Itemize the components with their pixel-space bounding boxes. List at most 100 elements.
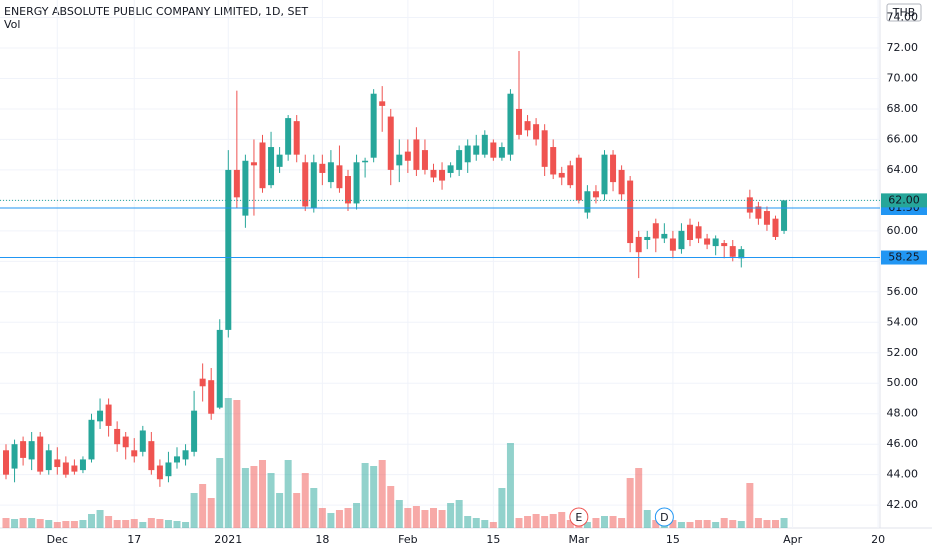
volume-bar (199, 484, 207, 528)
volume-bar (96, 510, 104, 528)
volume-bar (147, 518, 155, 528)
volume-bar (601, 516, 608, 528)
y-tick-label: 46.00 (887, 437, 919, 450)
candle-body (259, 142, 266, 189)
candle-body (327, 162, 334, 183)
candle-body (772, 218, 779, 237)
volume-bar (438, 510, 446, 528)
candle-body (704, 238, 711, 245)
candle-body (54, 459, 61, 468)
volume-bar (387, 486, 395, 528)
candle-body (114, 428, 121, 445)
volume-bar (156, 519, 164, 528)
volume-bar (36, 519, 44, 528)
candle-body (618, 169, 625, 195)
candle-body (550, 147, 557, 175)
candle-body (191, 410, 198, 452)
y-tick-label: 44.00 (887, 468, 919, 481)
volume-bar (549, 514, 557, 528)
candle-body (148, 441, 155, 471)
volume-bar (353, 503, 361, 528)
volume-bar (464, 516, 472, 528)
volume-bar (404, 508, 412, 528)
volume-bar (173, 521, 181, 528)
candle-body (755, 206, 762, 219)
y-tick-label: 74.00 (887, 11, 919, 24)
currency-box[interactable] (886, 3, 922, 22)
volume-bar (207, 498, 215, 528)
candle-body (225, 169, 232, 330)
last-price-box (881, 193, 927, 208)
candle-body (293, 121, 300, 155)
x-tick-label: Mar (568, 533, 589, 546)
y-tick-label: 72.00 (887, 41, 919, 54)
candle-body (250, 162, 257, 166)
volume-bar (88, 514, 95, 528)
candle-body (687, 224, 693, 240)
candle-body (695, 226, 702, 239)
y-tick-label: 64.00 (887, 163, 919, 176)
volume-bar (532, 514, 540, 528)
x-tick-label: 15 (486, 533, 500, 546)
volume-bar (370, 466, 378, 528)
volume-bar (344, 508, 352, 528)
candle-body (601, 154, 608, 195)
volume-bar (669, 520, 677, 528)
y-tick-label: 48.00 (887, 407, 919, 420)
candle-body (430, 169, 437, 178)
candle-body (71, 465, 78, 472)
volume-bar (250, 466, 258, 528)
candle-body (182, 450, 189, 460)
volume-bar (301, 473, 309, 528)
volume-bar (122, 520, 130, 528)
volume-bar (276, 493, 284, 528)
volume-bar (53, 522, 61, 528)
volume-bar (754, 518, 762, 528)
volume-bar (2, 518, 10, 528)
candle-body (558, 172, 565, 178)
currency[interactable]: THB (892, 6, 916, 19)
candle-body (20, 441, 27, 458)
candle-body (490, 142, 497, 158)
volume-bar (190, 493, 198, 528)
candle-body (79, 459, 86, 471)
volume-bar (447, 503, 455, 528)
y-tick-label: 50.00 (887, 376, 919, 389)
candle-body (516, 108, 522, 135)
candle-body (763, 211, 770, 225)
candle-body (310, 162, 317, 208)
volume-bar (652, 520, 660, 528)
volume-bar (79, 520, 87, 528)
candle-body (592, 191, 599, 198)
volume-bar (412, 506, 420, 528)
volume-bar (327, 513, 335, 528)
event-label: E (575, 511, 582, 524)
candle-body (439, 169, 446, 181)
candle-body (139, 430, 146, 452)
y-tick-label: 42.00 (887, 498, 919, 511)
candle-body (507, 93, 514, 155)
candle-body (370, 93, 377, 158)
volume-bar (11, 519, 19, 528)
volume-label: Vol (4, 18, 20, 31)
volume-bar (729, 520, 737, 528)
volume-bar (216, 458, 224, 528)
candle-body (396, 154, 403, 166)
volume-bar (45, 520, 53, 528)
volume-bar (284, 460, 292, 528)
y-tick-label: 66.00 (887, 132, 919, 145)
volume-bar (233, 400, 241, 528)
x-tick-label: 20 (871, 533, 885, 546)
candle-body (353, 162, 360, 204)
volume-bar (62, 521, 70, 528)
volume-bar (583, 522, 591, 528)
event-marker (654, 507, 674, 527)
volume-bar (318, 508, 326, 528)
x-tick-label: Apr (783, 533, 803, 546)
candle-body (379, 101, 386, 106)
candle-body (644, 236, 651, 240)
volume-bar (720, 518, 728, 528)
candle-body (610, 154, 617, 183)
volume-bar (259, 460, 266, 528)
candle-body (62, 462, 69, 475)
